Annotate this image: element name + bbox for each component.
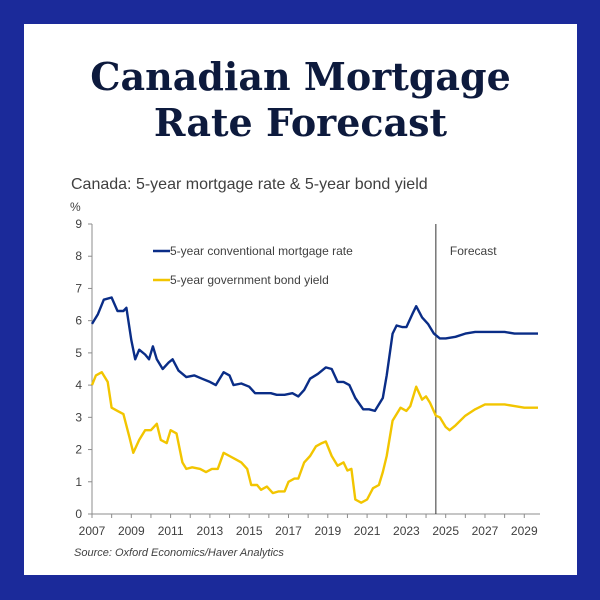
headline: Canadian Mortgage Rate Forecast [24, 54, 577, 146]
y-tick-label: 4 [75, 378, 82, 392]
x-tick-label: 2013 [197, 524, 224, 538]
x-tick-label: 2011 [158, 524, 184, 538]
x-tick-label: 2017 [275, 524, 302, 538]
y-tick-label: 0 [75, 507, 82, 521]
headline-line-1: Canadian Mortgage [90, 54, 511, 99]
y-axis-unit-label: % [70, 200, 81, 214]
mortgage-rate-line [90, 296, 538, 413]
x-tick-label: 2015 [236, 524, 263, 538]
chart-card: Canadian Mortgage Rate Forecast Canada: … [24, 24, 577, 575]
forecast-label: Forecast [450, 244, 497, 258]
legend-label: 5-year conventional mortgage rate [170, 244, 353, 258]
x-tick-label: 2021 [354, 524, 381, 538]
y-tick-label: 3 [75, 410, 82, 424]
line-chart: 0 1 2 3 4 5 6 7 8 9 2007 2009 2011 2013 2015 2017 2019 20… [75, 217, 540, 538]
legend-label: 5-year government bond yield [170, 273, 329, 287]
bond-yield-line [90, 371, 538, 504]
source-note: Source: Oxford Economics/Haver Analytics [74, 547, 284, 559]
y-tick-label: 2 [75, 443, 82, 457]
y-tick-label: 5 [75, 346, 82, 360]
y-tick-label: 1 [75, 475, 82, 489]
x-tick-label: 2019 [314, 524, 341, 538]
x-tick-label: 2007 [79, 524, 106, 538]
y-tick-label: 8 [75, 249, 82, 263]
x-tick-label: 2027 [472, 524, 499, 538]
x-tick-label: 2025 [432, 524, 459, 538]
y-tick-label: 6 [75, 314, 82, 328]
x-tick-label: 2029 [511, 524, 538, 538]
x-tick-label: 2009 [118, 524, 145, 538]
y-tick-label: 9 [75, 217, 82, 231]
y-tick-label: 7 [75, 281, 82, 295]
x-tick-label: 2023 [393, 524, 420, 538]
headline-line-2: Rate Forecast [153, 100, 448, 145]
chart-title: Canada: 5-year mortgage rate & 5-year bo… [71, 176, 428, 193]
